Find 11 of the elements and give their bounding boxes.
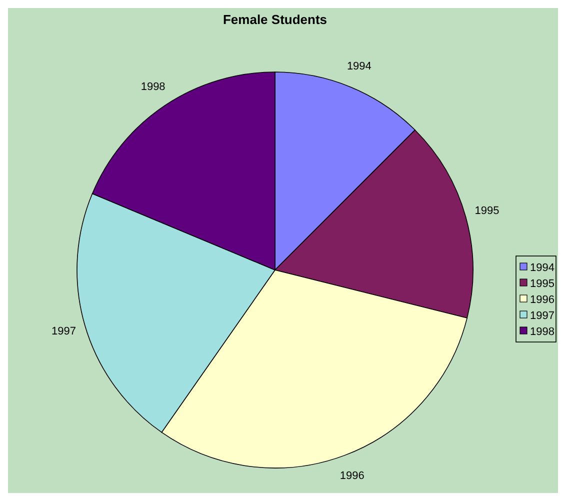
slice-label: 1996 [340,470,364,482]
slice-label: 1998 [140,80,166,93]
legend-label: 1996 [530,294,554,306]
legend-label: 1994 [530,262,554,274]
slice-label: 1994 [346,60,372,73]
legend-label: 1997 [530,310,554,322]
legend-label: 1998 [530,326,554,338]
legend-label: 1995 [530,278,554,290]
slice-label: 1995 [474,205,500,218]
chart-title: Female Students [222,12,328,27]
slice-label: 1997 [51,325,76,338]
